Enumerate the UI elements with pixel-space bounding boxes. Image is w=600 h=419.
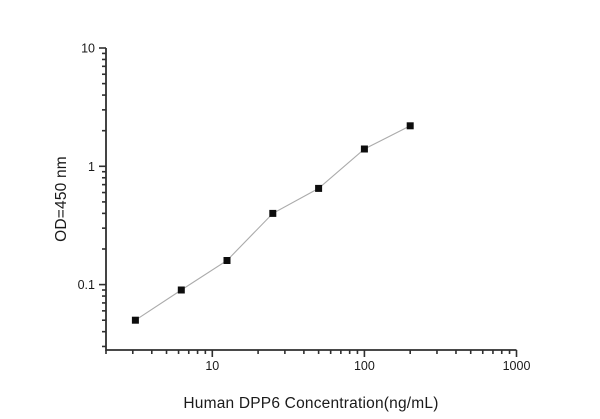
data-point-marker bbox=[269, 209, 277, 217]
y-tick-label: 10 bbox=[81, 42, 95, 56]
x-axis-title: Human DPP6 Concentration(ng/mL) bbox=[183, 395, 439, 412]
y-tick-label: 1 bbox=[88, 160, 95, 174]
y-tick-label: 0.1 bbox=[78, 278, 95, 292]
x-tick-label: 100 bbox=[354, 359, 375, 373]
x-tick-label: 10 bbox=[205, 359, 219, 373]
y-axis-title: OD=450 nm bbox=[53, 156, 70, 242]
data-point-marker bbox=[406, 122, 414, 130]
data-point-marker bbox=[177, 286, 185, 294]
curve-line bbox=[135, 125, 411, 321]
data-point-marker bbox=[223, 257, 231, 264]
x-tick-label: 1000 bbox=[503, 359, 531, 373]
data-point-marker bbox=[315, 184, 323, 192]
data-point-marker bbox=[131, 316, 139, 324]
data-point-marker bbox=[360, 145, 368, 153]
